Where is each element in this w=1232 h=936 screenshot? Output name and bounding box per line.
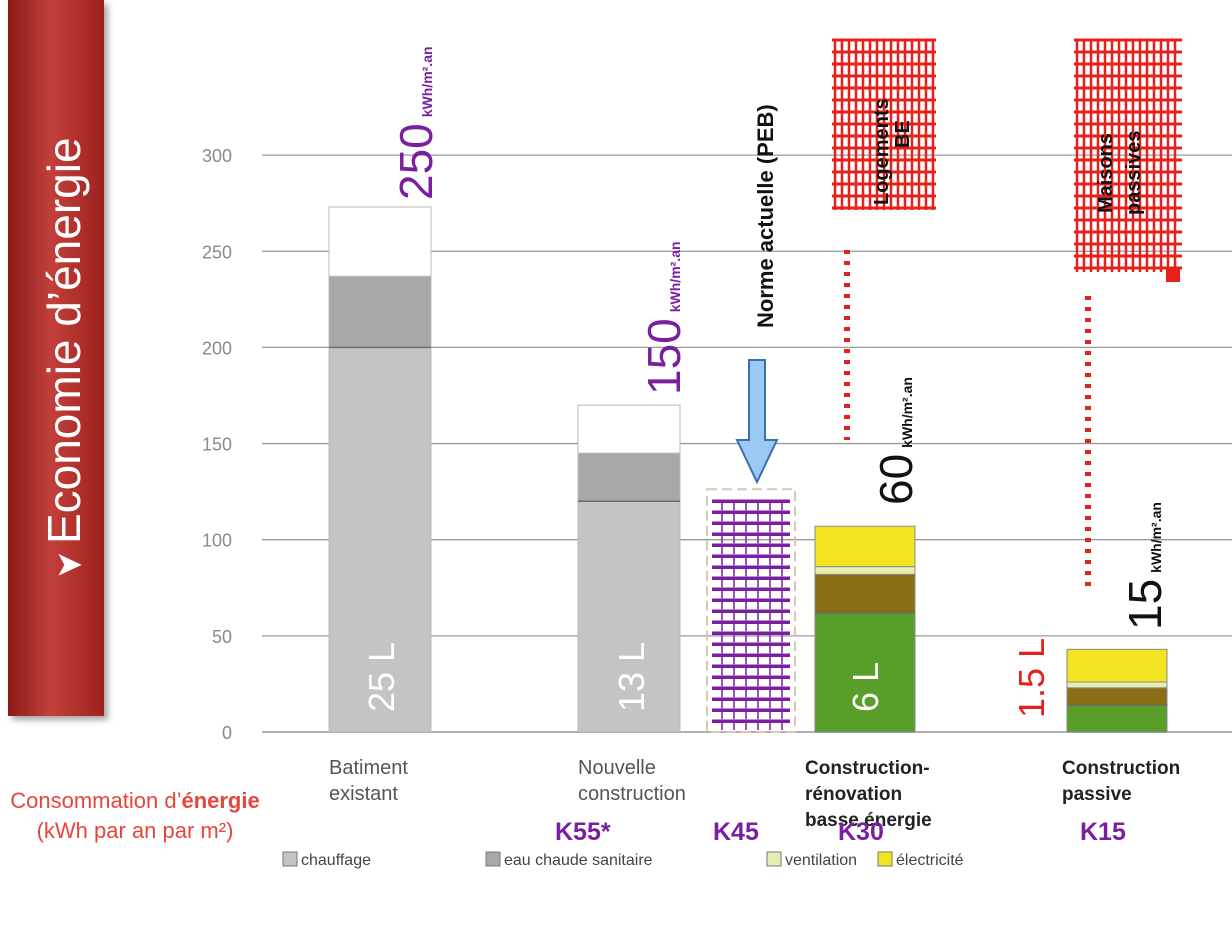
callout-passive-label: passives	[1123, 130, 1145, 215]
category-label: existant	[329, 783, 398, 805]
side-banner: ➤Economie d’énergie	[8, 0, 104, 716]
bar-segment	[1066, 687, 1168, 706]
bar-segment	[577, 452, 681, 502]
category-label: Construction	[1062, 758, 1180, 779]
annotation-15-value: 15	[1119, 579, 1171, 630]
k-label-k15: K15	[1080, 818, 1126, 846]
annotation-60-unit: kWh/m².an	[899, 377, 915, 448]
y-tick-label: 200	[202, 338, 232, 358]
y-tick-label: 300	[202, 146, 232, 166]
category-label: Construction-	[805, 758, 930, 779]
annotation-15-unit: kWh/m².an	[1148, 502, 1164, 573]
annotation-150-value: 150	[638, 318, 690, 395]
annotation-15: 15 kWh/m².an	[1119, 502, 1171, 630]
bar-segment	[577, 404, 681, 454]
legend-swatch	[282, 851, 298, 867]
legend-swatch	[766, 851, 782, 867]
annotation-150-unit: kWh/m².an	[667, 241, 683, 312]
k-label-k55: K55*	[555, 818, 611, 846]
k-label-k45: K45	[713, 818, 759, 846]
bar-segment	[328, 206, 432, 277]
callout-passive-label: Maisons	[1095, 133, 1117, 213]
norm-arrow-icon	[735, 359, 779, 485]
bar-segment	[814, 612, 916, 733]
callout-marker	[1166, 268, 1180, 282]
bar-segment	[814, 573, 916, 614]
bar-segment	[814, 566, 916, 575]
legend-label: électricité	[896, 852, 964, 869]
annotation-250-unit: kWh/m².an	[419, 46, 435, 117]
liter-label: 6 L	[845, 662, 886, 712]
y-tick-label: 50	[212, 627, 232, 647]
liter-label: 25 L	[361, 642, 402, 712]
liter-label: 1.5 L	[1011, 638, 1052, 718]
bar-segment	[328, 346, 432, 733]
category-label: basse énergie	[805, 810, 932, 831]
annotation-250-value: 250	[390, 123, 442, 200]
legend-label: eau chaude sanitaire	[504, 852, 653, 869]
bar-segment	[1066, 681, 1168, 689]
annotation-150: 150 kWh/m².an	[638, 241, 690, 395]
annotation-60: 60 kWh/m².an	[870, 377, 922, 505]
bar-segment	[1066, 648, 1168, 683]
norm-band-frame	[706, 488, 796, 733]
bar-segment	[814, 525, 916, 568]
annotation-250: 250 kWh/m².an	[390, 46, 442, 200]
legend-label: chauffage	[301, 852, 371, 869]
callout-be-label: Logements	[871, 98, 893, 205]
category-label: construction	[578, 783, 686, 805]
legend-swatch	[485, 851, 501, 867]
y-tick-label: 150	[202, 435, 232, 455]
liter-label: 13 L	[611, 642, 652, 712]
annotation-60-value: 60	[870, 454, 922, 505]
category-label: passive	[1062, 784, 1132, 805]
y-tick-label: 250	[202, 242, 232, 262]
legend-swatch	[877, 851, 893, 867]
y-tick-label: 0	[222, 723, 232, 743]
category-label: Batiment	[329, 757, 408, 779]
norm-band-label: Norme actuelle (PEB)	[753, 104, 778, 328]
k-label-k30: K30	[838, 818, 884, 846]
bar-segment	[1066, 704, 1168, 733]
category-label: Nouvelle	[578, 757, 656, 779]
y-tick-label: 100	[202, 531, 232, 551]
bar-segment	[577, 500, 681, 733]
callout-be-label: BE	[892, 120, 914, 148]
energy-caption: Consommation d’énergie (kWh par an par m…	[10, 788, 260, 843]
bar-segment	[328, 275, 432, 348]
category-label: rénovation	[805, 784, 902, 805]
legend-label: ventilation	[785, 852, 857, 869]
